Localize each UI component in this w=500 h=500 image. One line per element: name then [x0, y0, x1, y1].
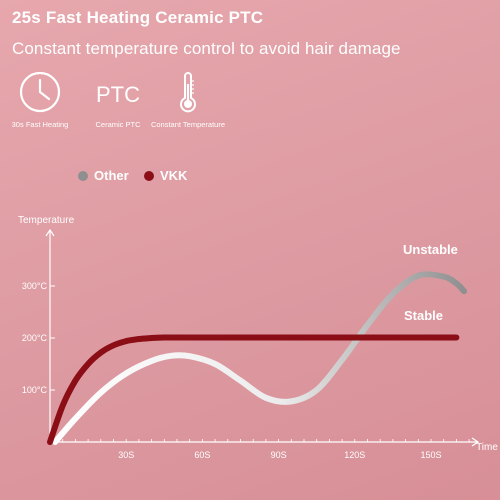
annotation-unstable: Unstable: [403, 242, 458, 257]
feature-constant-temperature: Constant Temperature: [148, 70, 228, 140]
x-tick-label: 90S: [271, 450, 287, 460]
legend-item-other: Other: [78, 168, 129, 183]
feature-fast-heating: 30s Fast Heating: [0, 70, 80, 140]
y-axis-title: Temperature: [18, 215, 75, 226]
page-subtitle: Constant temperature control to avoid ha…: [12, 39, 401, 58]
y-tick-label: 300°C: [22, 281, 48, 291]
page-title: 25s Fast Heating Ceramic PTC: [12, 8, 264, 27]
legend-label-other: Other: [94, 168, 129, 183]
clock-icon: [19, 71, 61, 113]
annotation-stable: Stable: [404, 308, 443, 323]
ptc-icon: PTC: [96, 82, 140, 107]
feature-label: Ceramic PTC: [95, 120, 141, 129]
y-tick-label: 100°C: [22, 385, 48, 395]
x-axis-arrow: [471, 437, 480, 447]
y-axis-arrow: [45, 228, 55, 237]
feature-ceramic-ptc: PTC Ceramic PTC: [78, 70, 158, 140]
y-tick-label: 200°C: [22, 333, 48, 343]
ptc-icon-text: PTC: [96, 82, 140, 107]
chart-axes: [45, 228, 480, 447]
feature-icons: 30s Fast Heating PTC Ceramic PTC Constan…: [0, 70, 260, 140]
series-vkk-line: [47, 334, 460, 445]
feature-label: 30s Fast Heating: [11, 120, 69, 129]
chart-labels: 100°C 200°C 300°C 30S 60S 90S 120S 150S Temperat…: [18, 215, 498, 460]
x-axis-title: Time: [476, 442, 498, 453]
thermometer-icon: [180, 72, 196, 113]
feature-label: Constant Temperature: [150, 120, 226, 129]
x-tick-label: 150S: [420, 450, 441, 460]
legend-dot-other: [78, 171, 88, 181]
chart-series: [47, 271, 467, 445]
legend-label-vkk: VKK: [160, 168, 188, 183]
legend-item-vkk: VKK: [144, 168, 187, 183]
x-tick-label: 60S: [194, 450, 210, 460]
x-tick-label: 120S: [344, 450, 365, 460]
x-tick-label: 30S: [118, 450, 134, 460]
legend-dot-vkk: [144, 171, 154, 181]
series-other-line: [52, 271, 467, 445]
